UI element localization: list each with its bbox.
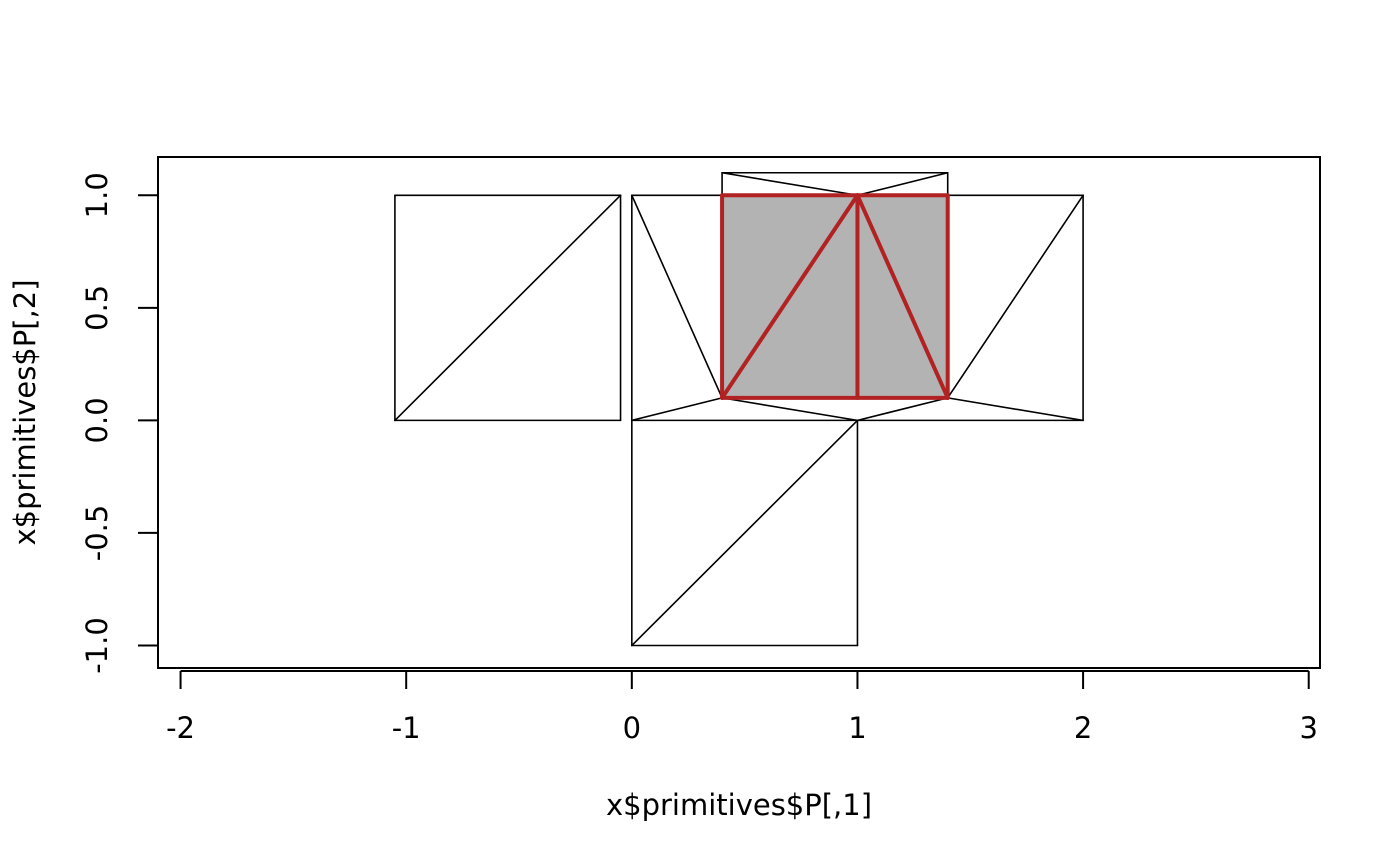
mesh-edge [631,194,723,399]
mesh-edges [394,171,1084,647]
mesh-edge [946,194,1084,399]
highlighted-edges [720,193,950,400]
x-tick-label: 1 [848,711,866,745]
filled-regions [722,195,948,398]
y-tick-label: -0.5 [80,505,114,562]
mesh-edge [631,397,723,422]
y-tick-label: 0.5 [80,285,114,331]
mesh-edge [631,419,859,647]
x-axis: -2 -1 0 1 2 3 [166,670,1318,745]
filled-region-selected-face [722,195,948,398]
x-tick-label: 2 [1074,711,1092,745]
mesh-edge [721,171,859,197]
x-tick-label: 0 [623,711,641,745]
highlighted-edge [855,193,950,400]
y-axis: -1.0 -0.5 0.0 0.5 1.0 [80,172,159,674]
mesh-edge [946,397,1084,422]
y-axis-title: x$primitives$P[,2] [8,279,42,545]
x-tick-label: -1 [392,711,421,745]
y-tick-label: 1.0 [80,172,114,218]
y-tick-label: 0.0 [80,397,114,443]
mesh-edge [394,194,622,422]
y-tick-label: -1.0 [80,617,114,674]
mesh-edge [721,397,859,422]
mesh-edge [856,397,949,422]
highlighted-edge [720,193,860,400]
x-tick-label: -2 [166,711,195,745]
mesh-edge [856,171,949,197]
x-tick-label: 3 [1299,711,1317,745]
x-axis-title: x$primitives$P[,1] [606,788,872,822]
